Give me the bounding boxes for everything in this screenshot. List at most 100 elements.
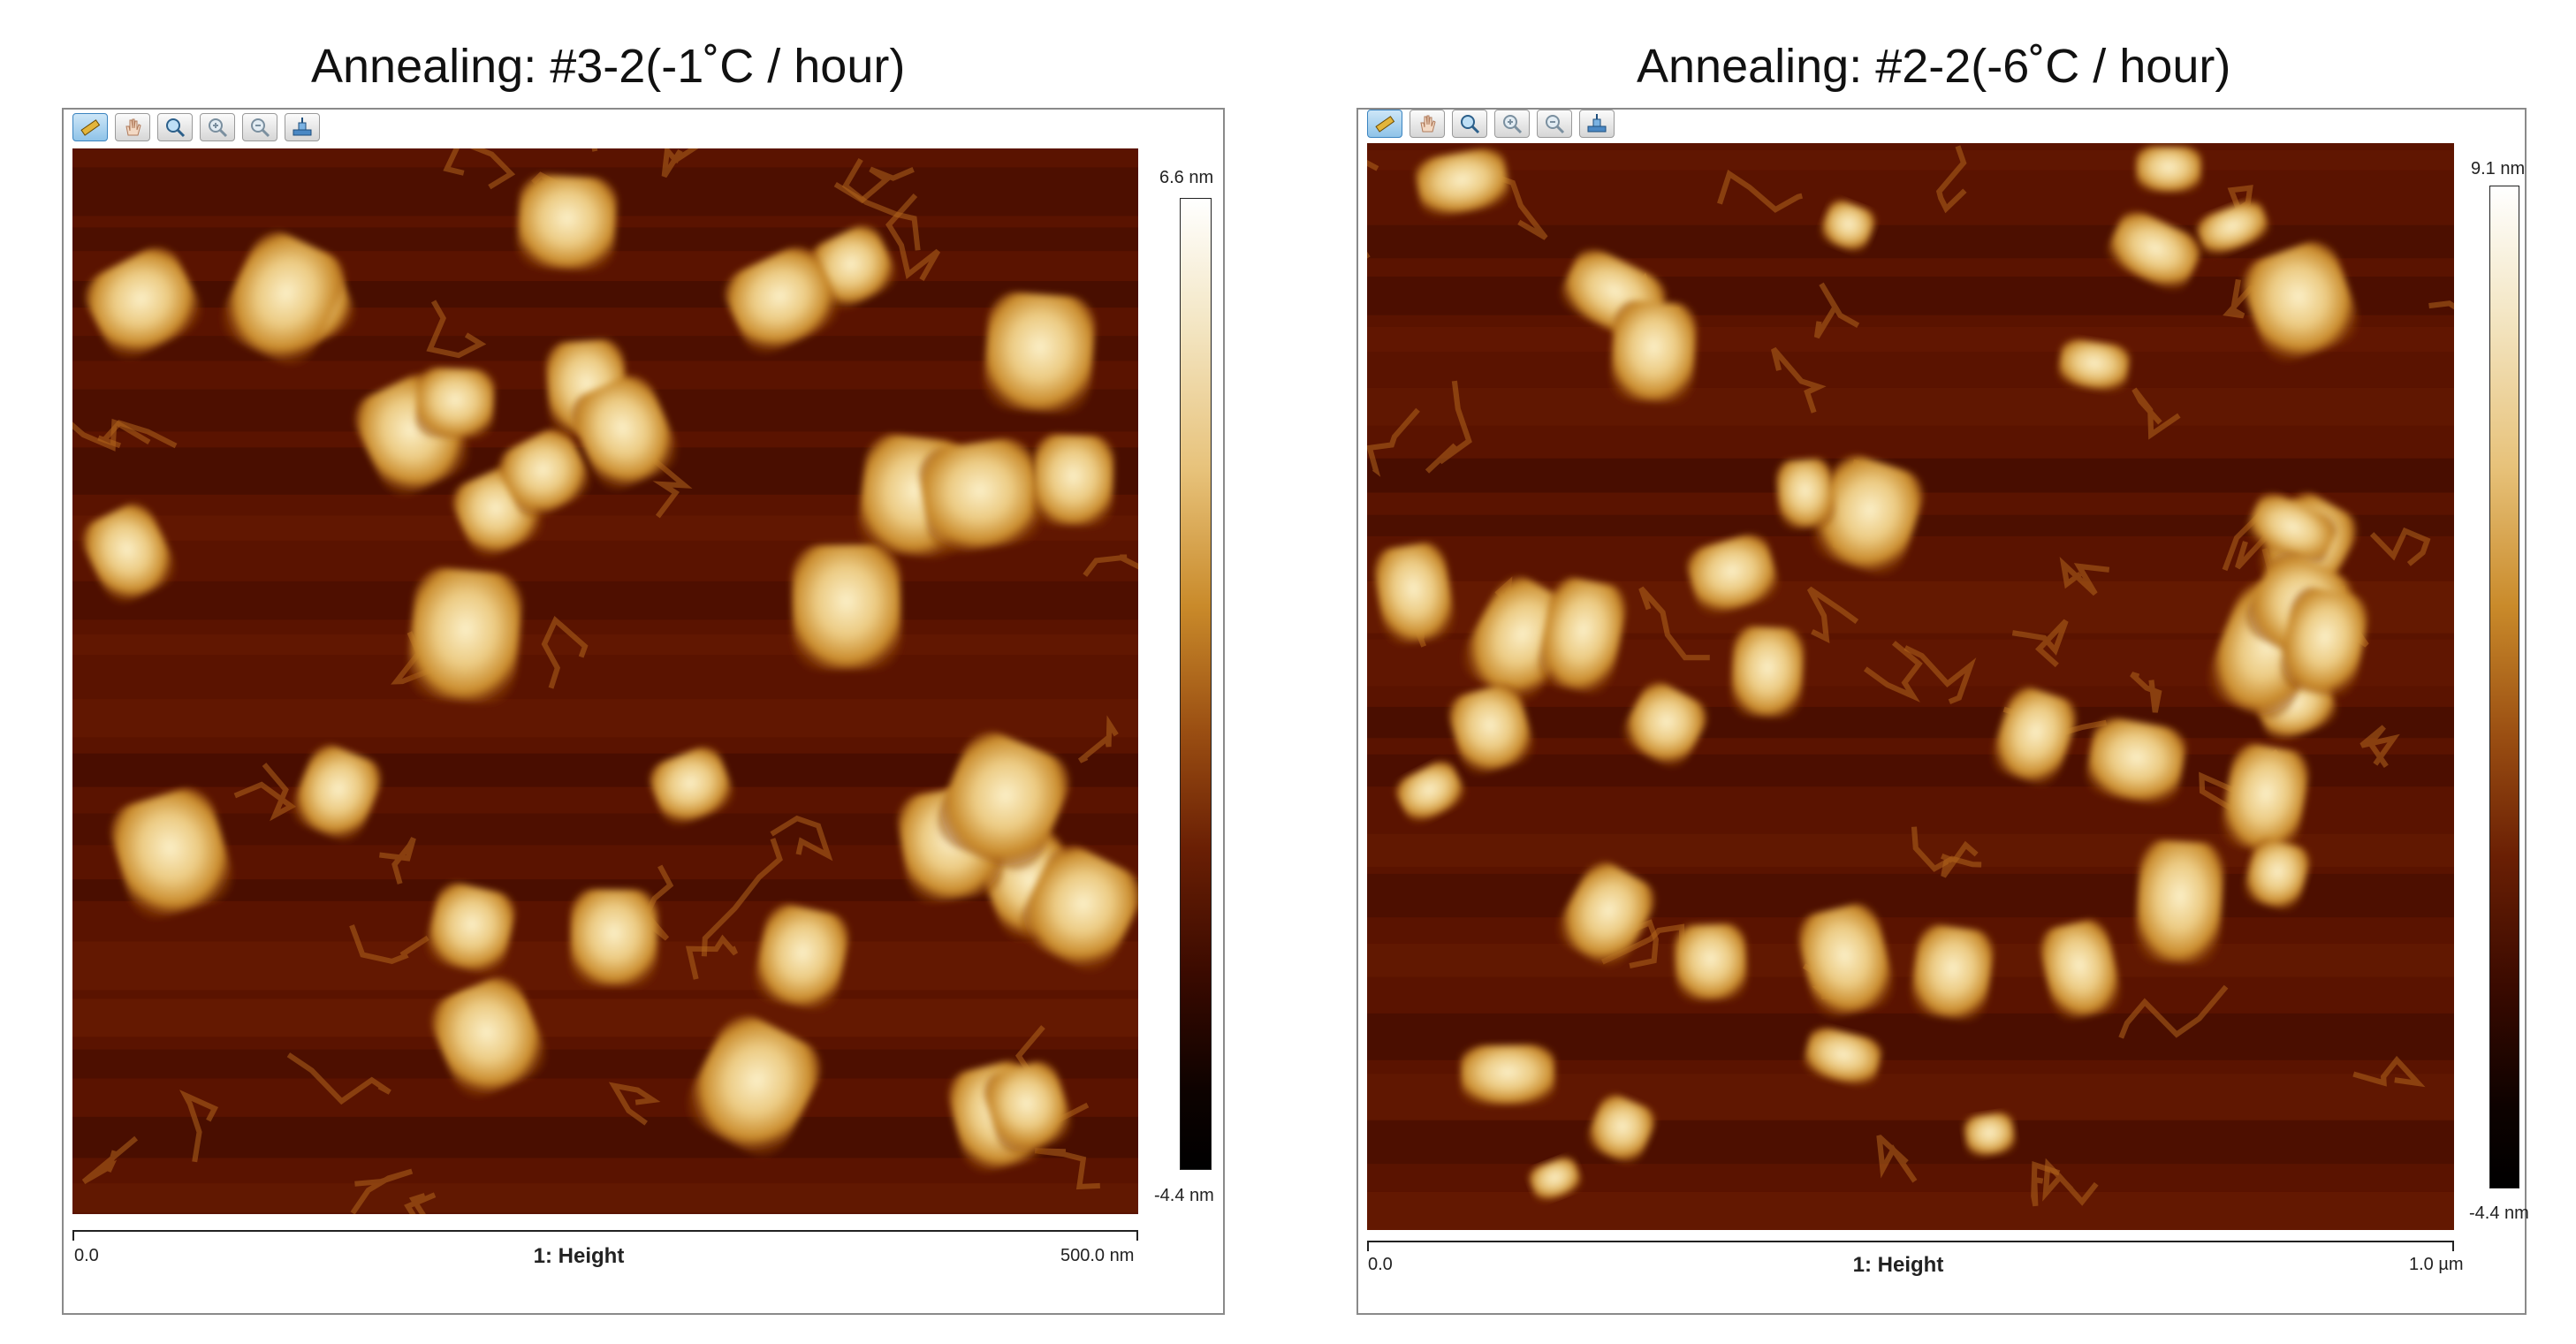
- zoom-out-tool-button[interactable]: [242, 113, 277, 141]
- colorbar-right: [2489, 186, 2519, 1188]
- strand: [2011, 619, 2069, 668]
- particle: [1776, 458, 1835, 529]
- particle: [1586, 1094, 1655, 1165]
- scan-line: [72, 699, 1138, 738]
- particle: [937, 732, 1070, 870]
- particle: [426, 883, 516, 975]
- strand: [1940, 840, 1979, 878]
- particle: [1528, 1157, 1582, 1202]
- strand: [1904, 645, 1977, 705]
- afm-texture: [72, 148, 1138, 1214]
- particle: [1557, 862, 1655, 967]
- afm-texture: [1367, 145, 2454, 1230]
- ruler-tool-button[interactable]: [72, 113, 108, 141]
- strand: [97, 420, 178, 449]
- strand: [2031, 1160, 2061, 1207]
- strand: [661, 148, 699, 178]
- zoom-out-icon: [1546, 115, 1565, 134]
- zoom-in-tool-button[interactable]: [200, 113, 235, 141]
- particle: [2040, 920, 2121, 1021]
- scan-line: [1367, 943, 2454, 977]
- strand: [81, 1135, 139, 1185]
- particle: [1032, 434, 1114, 528]
- strand: [541, 616, 589, 689]
- strand: [1077, 715, 1119, 763]
- particle: [2280, 587, 2368, 697]
- particle: [1374, 543, 1455, 645]
- zoom-tool-button[interactable]: [157, 113, 193, 141]
- strand: [426, 300, 487, 359]
- hand-icon: [125, 118, 141, 136]
- particle: [85, 247, 201, 359]
- strand: [841, 157, 921, 251]
- particle: [1992, 687, 2077, 786]
- channel-label-left: 1: Height: [533, 1244, 625, 1268]
- panel-title-left: Annealing: #3-2(-1˚C / hour): [311, 40, 906, 93]
- particle: [1911, 924, 1994, 1021]
- particle: [1820, 200, 1876, 253]
- ruler-icon: [1375, 116, 1395, 133]
- afm-height-image-left[interactable]: [72, 148, 1138, 1214]
- zoom-in-tool-button[interactable]: [1494, 110, 1530, 138]
- particle: [1460, 1044, 1555, 1105]
- strand: [1813, 282, 1860, 339]
- strand: [770, 815, 833, 862]
- strand: [1638, 586, 1710, 661]
- ruler-tool-button[interactable]: [1367, 110, 1402, 138]
- strand: [1717, 169, 1803, 213]
- scan-line: [1367, 1120, 2454, 1165]
- strand: [1083, 554, 1138, 577]
- particle: [2196, 201, 2270, 256]
- strand: [2130, 672, 2162, 713]
- strand: [833, 166, 915, 204]
- strand: [608, 1082, 661, 1126]
- scan-line: [72, 999, 1138, 1037]
- particle: [572, 375, 678, 490]
- particle: [649, 747, 734, 825]
- particle: [1448, 684, 1534, 775]
- particle: [2135, 839, 2224, 965]
- strand: [1806, 586, 1859, 643]
- particle: [1395, 761, 1466, 824]
- toolbar-left: [72, 113, 320, 141]
- particle: [688, 1015, 821, 1156]
- scan-line: [1367, 149, 2454, 171]
- particle: [984, 1061, 1072, 1154]
- hand-icon: [1420, 115, 1436, 133]
- strand: [350, 1168, 414, 1214]
- pan-tool-button[interactable]: [1410, 110, 1445, 138]
- strand: [701, 838, 783, 957]
- particle: [2057, 338, 2131, 392]
- particle: [292, 745, 382, 841]
- strand: [2352, 1055, 2426, 1088]
- particle: [1964, 1112, 2016, 1158]
- strand: [404, 1192, 437, 1214]
- pan-tool-button[interactable]: [115, 113, 150, 141]
- scan-line: [72, 634, 1138, 656]
- scan-line: [1367, 387, 2454, 426]
- stage-tool-button[interactable]: [285, 113, 320, 141]
- stage-tool-button[interactable]: [1579, 110, 1615, 138]
- zoom-tool-button[interactable]: [1452, 110, 1487, 138]
- strand: [286, 1052, 391, 1105]
- strand: [685, 934, 739, 980]
- particle: [1610, 300, 1697, 404]
- strand: [2369, 527, 2431, 566]
- particle: [792, 544, 901, 671]
- particle: [1538, 577, 1626, 694]
- particle: [1674, 923, 1748, 1002]
- stage-icon: [293, 118, 312, 136]
- strand: [233, 763, 297, 822]
- afm-height-image-right[interactable]: [1367, 143, 2454, 1230]
- scan-line: [72, 581, 1138, 620]
- toolbar-right: [1367, 110, 1615, 138]
- zoom-out-tool-button[interactable]: [1537, 110, 1572, 138]
- zoom-in-icon: [209, 118, 228, 138]
- zoom-icon: [166, 118, 186, 138]
- zoom-icon: [1461, 115, 1480, 134]
- particle: [2244, 839, 2310, 911]
- particle: [2221, 743, 2309, 854]
- particle: [222, 232, 346, 365]
- zoom-in-icon: [1503, 115, 1523, 134]
- particle: [110, 788, 233, 919]
